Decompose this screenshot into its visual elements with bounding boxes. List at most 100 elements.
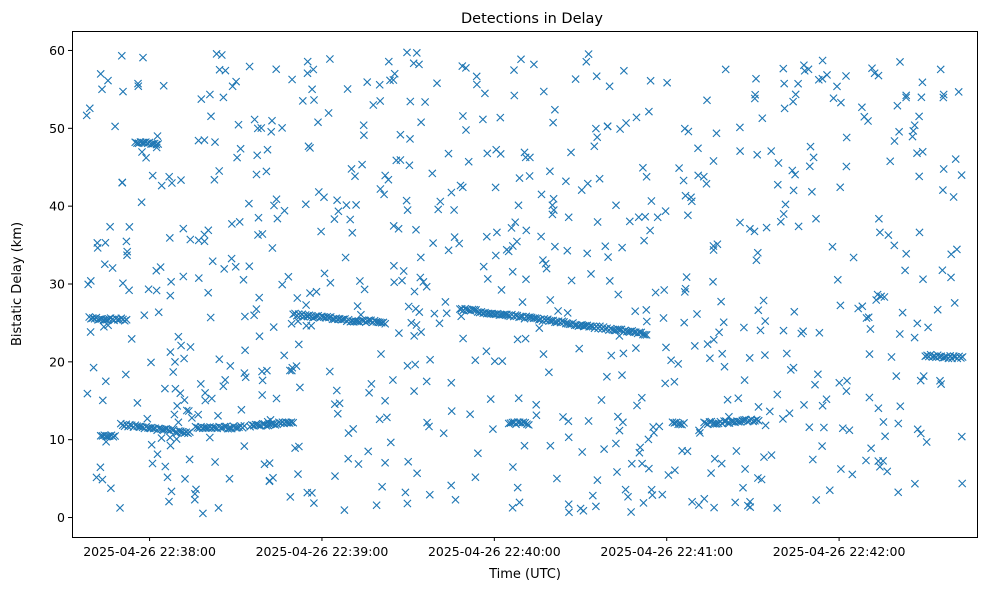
detection-point bbox=[309, 65, 318, 74]
detection-point bbox=[604, 253, 613, 262]
detection-point bbox=[426, 355, 435, 364]
detection-point bbox=[167, 487, 176, 496]
detection-point bbox=[550, 242, 559, 251]
detection-point bbox=[913, 425, 922, 434]
detection-point bbox=[887, 353, 896, 361]
detection-point bbox=[695, 426, 703, 435]
detection-point bbox=[331, 472, 339, 481]
detection-point bbox=[298, 96, 307, 105]
detection-point bbox=[123, 251, 131, 260]
detection-point bbox=[412, 321, 421, 329]
detection-point bbox=[732, 447, 741, 455]
detection-point bbox=[883, 467, 892, 476]
detection-point bbox=[845, 426, 854, 435]
detection-point bbox=[794, 222, 803, 231]
detection-point bbox=[118, 178, 127, 187]
detection-point bbox=[320, 193, 328, 202]
detection-point bbox=[257, 124, 266, 132]
detection-point bbox=[789, 363, 798, 372]
x-tick-label: 2025-04-26 22:39:00 bbox=[256, 544, 389, 559]
detection-point bbox=[173, 401, 182, 410]
detection-point bbox=[245, 262, 254, 271]
detection-point bbox=[525, 172, 534, 180]
detection-point bbox=[823, 70, 831, 79]
detection-point bbox=[82, 111, 91, 120]
detection-point bbox=[642, 172, 651, 181]
detection-point bbox=[486, 395, 495, 404]
detection-point bbox=[491, 251, 500, 260]
y-tick-label: 0 bbox=[57, 510, 65, 525]
detection-point bbox=[403, 361, 412, 370]
detection-point bbox=[867, 444, 876, 453]
detection-point bbox=[410, 287, 419, 296]
detection-point bbox=[641, 212, 650, 221]
detection-point bbox=[252, 170, 261, 179]
detection-point bbox=[293, 294, 302, 302]
detection-point bbox=[593, 476, 602, 485]
detection-point bbox=[780, 79, 789, 88]
detection-point bbox=[631, 307, 640, 316]
detection-point bbox=[240, 442, 249, 451]
detection-point bbox=[539, 87, 548, 96]
detection-point bbox=[662, 343, 670, 352]
detection-point bbox=[278, 123, 287, 132]
detection-point bbox=[341, 253, 350, 262]
detection-point bbox=[201, 388, 210, 397]
detection-point bbox=[842, 72, 850, 80]
detection-point bbox=[828, 242, 837, 251]
detection-point bbox=[613, 468, 621, 476]
detection-point bbox=[470, 305, 479, 314]
detection-point bbox=[618, 243, 627, 252]
detection-point bbox=[735, 123, 744, 132]
detection-point bbox=[220, 264, 229, 273]
detection-point bbox=[284, 272, 293, 281]
detection-point bbox=[549, 118, 558, 127]
detection-point bbox=[709, 277, 717, 286]
detection-point bbox=[683, 447, 692, 456]
detection-point bbox=[233, 153, 242, 162]
detection-point bbox=[227, 254, 236, 263]
detection-point bbox=[806, 142, 815, 151]
detection-point bbox=[838, 424, 847, 433]
detection-point bbox=[106, 484, 115, 493]
detection-point bbox=[956, 353, 965, 362]
detection-point bbox=[791, 170, 800, 179]
detection-point bbox=[618, 418, 627, 427]
detection-point bbox=[410, 331, 419, 340]
detection-point bbox=[679, 176, 688, 185]
detection-point bbox=[269, 323, 278, 332]
detection-point bbox=[773, 504, 782, 512]
detection-point bbox=[752, 256, 761, 265]
detection-point bbox=[789, 97, 798, 106]
detection-point bbox=[702, 179, 711, 188]
detection-point bbox=[659, 314, 668, 322]
detection-point bbox=[591, 502, 600, 511]
detection-point bbox=[627, 459, 636, 468]
detection-point bbox=[680, 418, 688, 427]
detection-point bbox=[252, 305, 261, 314]
detection-point bbox=[389, 76, 398, 84]
detection-point bbox=[661, 207, 670, 216]
detection-point bbox=[825, 486, 834, 495]
detection-point bbox=[433, 79, 441, 88]
detection-point bbox=[524, 420, 533, 429]
detection-point bbox=[403, 206, 412, 215]
detection-point bbox=[312, 287, 321, 296]
detection-point bbox=[396, 130, 405, 139]
detection-point bbox=[152, 286, 161, 295]
y-tick-label: 50 bbox=[49, 121, 65, 136]
detection-point bbox=[429, 239, 438, 248]
plot-area bbox=[82, 48, 967, 518]
detection-point bbox=[196, 379, 205, 388]
detection-point bbox=[908, 132, 917, 141]
detection-point bbox=[422, 377, 431, 386]
detection-point bbox=[694, 171, 703, 180]
detection-point bbox=[740, 376, 749, 385]
detection-point bbox=[268, 116, 276, 125]
detection-point bbox=[709, 246, 718, 254]
detection-point bbox=[739, 483, 747, 492]
detection-point bbox=[836, 98, 845, 107]
x-axis: 2025-04-26 22:38:00 2025-04-26 22:39:00 20… bbox=[83, 537, 906, 559]
detection-point bbox=[519, 418, 528, 427]
detection-point bbox=[619, 349, 628, 358]
